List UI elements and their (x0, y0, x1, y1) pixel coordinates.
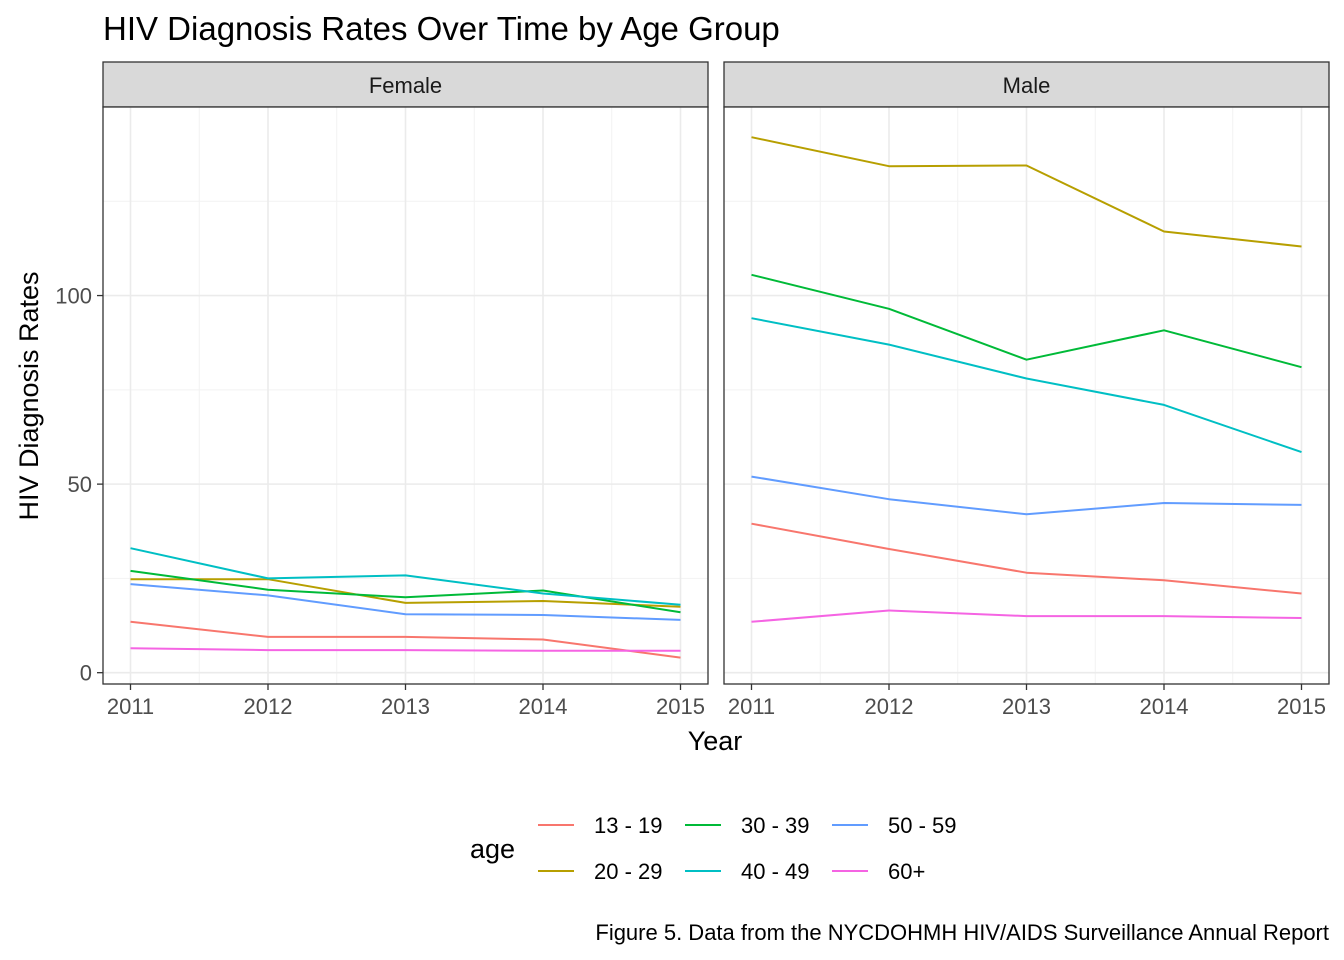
legend-label-2029: 20 - 29 (594, 859, 663, 884)
panel-male: Male 2011 2012 2013 2014 2015 (723, 61, 1330, 719)
chart-panels: Female 2011 2012 2013 2014 2015 0 50 100 Male 2011… (55, 61, 1330, 719)
series-line-male-1319 (751, 522, 1302, 595)
legend-title: age (470, 834, 515, 864)
facet-strip-female (102, 61, 709, 108)
series-line-male-60plus (751, 609, 1302, 623)
legend-label-4049: 40 - 49 (741, 859, 810, 884)
x-tick-label: 2011 (728, 694, 775, 719)
legend-label-1319: 13 - 19 (594, 813, 663, 838)
x-tick-label: 2012 (865, 694, 914, 719)
y-tick-label: 50 (68, 472, 92, 497)
panel-female: Female 2011 2012 2013 2014 2015 0 50 100 (55, 61, 709, 719)
facet-label-female: Female (369, 73, 442, 98)
facet-strip-male (723, 61, 1330, 108)
legend: age 13 - 19 20 - 29 30 - 39 40 - 49 50 - 59 6… (470, 813, 957, 884)
series-line-male-2029 (751, 136, 1302, 248)
y-tick-label: 100 (55, 284, 92, 309)
x-tick-label: 2015 (1277, 694, 1326, 719)
series-line-male-5059 (751, 475, 1302, 516)
chart-title: HIV Diagnosis Rates Over Time by Age Gro… (103, 10, 780, 47)
x-tick-label: 2011 (107, 694, 154, 719)
x-tick-label: 2013 (381, 694, 430, 719)
series-line-male-3039 (751, 273, 1302, 369)
x-axis-title: Year (688, 726, 743, 756)
facet-label-male: Male (1003, 73, 1051, 98)
series-line-female-5059 (130, 583, 681, 621)
x-tick-label: 2014 (1140, 694, 1189, 719)
x-tick-label: 2015 (656, 694, 705, 719)
series-line-female-2029 (130, 578, 681, 608)
series-line-female-1319 (130, 620, 681, 659)
legend-label-60plus: 60+ (888, 859, 925, 884)
x-tick-label: 2013 (1002, 694, 1051, 719)
series-line-male-4049 (751, 317, 1302, 454)
x-tick-label: 2012 (244, 694, 293, 719)
legend-label-3039: 30 - 39 (741, 813, 810, 838)
figure-caption: Figure 5. Data from the NYCDOHMH HIV/AID… (595, 920, 1329, 945)
y-axis-title: HIV Diagnosis Rates (14, 271, 44, 520)
series-line-female-4049 (130, 547, 681, 606)
y-tick-label: 0 (80, 661, 92, 686)
legend-label-5059: 50 - 59 (888, 813, 957, 838)
series-line-female-60plus (130, 647, 681, 652)
x-tick-label: 2014 (519, 694, 568, 719)
